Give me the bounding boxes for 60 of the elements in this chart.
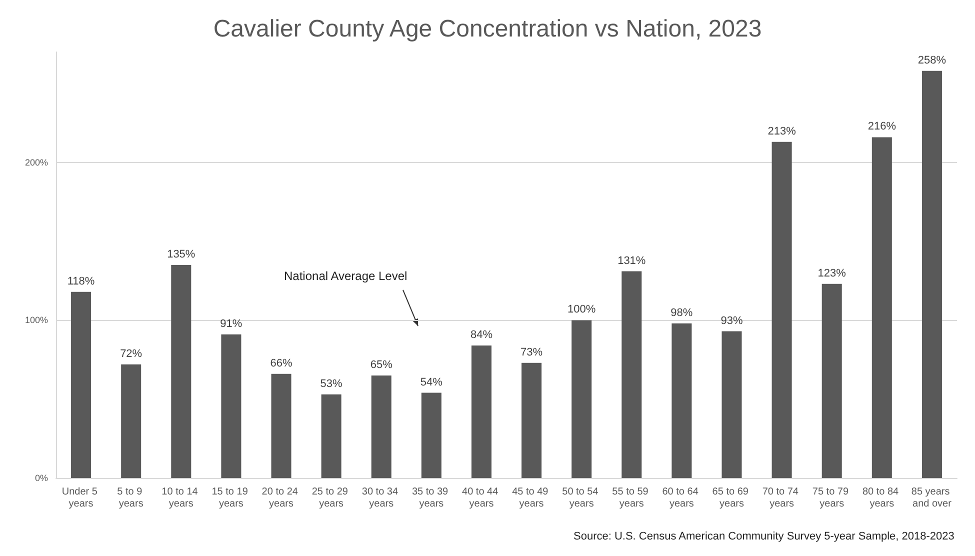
data-label: 65% bbox=[370, 358, 393, 371]
x-tick-label: 65 to 69 years bbox=[712, 486, 752, 510]
x-tick-label: 50 to 54 years bbox=[562, 486, 602, 510]
x-tick-label: 30 to 34 years bbox=[362, 486, 401, 510]
data-label: 123% bbox=[818, 267, 846, 280]
bar bbox=[221, 334, 242, 478]
data-label: 258% bbox=[918, 54, 946, 66]
bar bbox=[672, 323, 692, 478]
data-label: 98% bbox=[670, 306, 693, 319]
data-label: 54% bbox=[420, 376, 443, 388]
data-label: 216% bbox=[868, 120, 896, 133]
bar bbox=[722, 331, 742, 478]
bar bbox=[121, 364, 142, 478]
data-label: 91% bbox=[220, 318, 242, 330]
source-note: Source: U.S. Census American Community Survey 5-year Sample, 2018-2023 bbox=[573, 530, 954, 542]
x-tick-label: 75 to 79 years bbox=[812, 486, 852, 510]
x-tick-label: 70 to 74 years bbox=[762, 486, 802, 510]
x-tick-label: 85 years and over bbox=[911, 486, 953, 510]
bar bbox=[772, 142, 792, 478]
data-label: 84% bbox=[470, 328, 493, 341]
bar bbox=[572, 320, 592, 478]
data-label: 213% bbox=[768, 125, 796, 138]
bar bbox=[471, 345, 492, 478]
x-tick-label: Under 5 years bbox=[62, 486, 100, 510]
bar bbox=[421, 392, 442, 478]
x-tick-label: 40 to 44 years bbox=[462, 486, 501, 510]
bar bbox=[271, 374, 292, 478]
data-label: 100% bbox=[568, 304, 596, 316]
x-tick-label: 10 to 14 years bbox=[162, 486, 201, 510]
x-tick-label: 5 to 9 years bbox=[117, 486, 145, 510]
y-tick-label: 200% bbox=[24, 157, 48, 168]
chart-title: Cavalier County Age Concentration vs Nation, 2023 bbox=[213, 16, 762, 42]
bar bbox=[71, 292, 92, 478]
bar bbox=[171, 265, 192, 478]
data-label: 93% bbox=[720, 314, 743, 327]
bar bbox=[622, 271, 642, 478]
bar bbox=[922, 70, 942, 478]
bar bbox=[522, 362, 542, 478]
annotation: National Average Level bbox=[284, 269, 408, 283]
data-label: 53% bbox=[320, 378, 343, 390]
y-tick-label: 0% bbox=[34, 473, 48, 483]
data-label: 66% bbox=[270, 357, 292, 370]
bar bbox=[371, 375, 392, 478]
data-label: 135% bbox=[167, 248, 196, 260]
x-tick-label: 25 to 29 years bbox=[312, 486, 351, 510]
bar bbox=[822, 284, 842, 478]
x-tick-label: 55 to 59 years bbox=[612, 486, 652, 510]
x-tick-label: 80 to 84 years bbox=[862, 486, 902, 510]
x-tick-label: 15 to 19 years bbox=[212, 486, 251, 510]
x-tick-label: 45 to 49 years bbox=[512, 486, 551, 510]
data-label: 118% bbox=[67, 275, 95, 288]
data-label: 73% bbox=[520, 346, 543, 358]
x-tick-label: 35 to 39 years bbox=[412, 486, 451, 510]
x-tick-label: 20 to 24 years bbox=[262, 486, 301, 510]
bar bbox=[872, 137, 892, 478]
y-tick-label: 100% bbox=[24, 315, 48, 326]
data-label: 72% bbox=[120, 348, 142, 360]
bar bbox=[321, 394, 342, 478]
data-label: 131% bbox=[618, 254, 646, 267]
x-tick-label: 60 to 64 years bbox=[662, 486, 702, 510]
